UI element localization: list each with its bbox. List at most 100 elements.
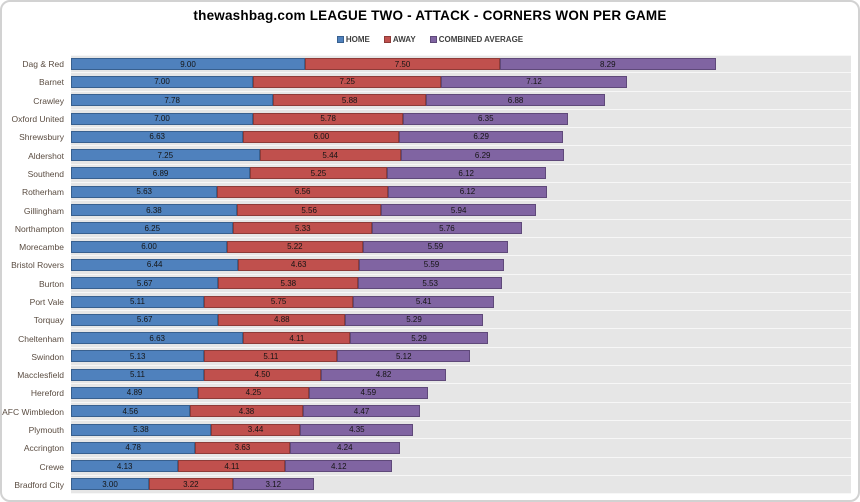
value-label: 6.88 [507,95,524,105]
bar-row: Hereford 4.89 4.25 4.59 [2,384,851,403]
value-label: 5.59 [423,260,440,270]
bar-row: Southend 6.89 5.25 6.12 [2,164,851,184]
bar-segment-away: 4.25 [198,386,309,399]
bar-segment-home: 4.78 [71,441,196,454]
bar-track: 4.56 4.38 4.47 [71,402,851,421]
value-label: 4.47 [353,406,370,416]
value-label: 5.67 [136,278,153,288]
bar-segment-home: 6.63 [71,332,244,345]
value-label: 6.63 [149,132,165,142]
bar-segment-away: 4.38 [189,405,304,418]
bar-stack: 7.00 5.78 6.35 [71,112,851,125]
bar-track: 7.00 5.78 6.35 [71,109,851,129]
value-label: 4.12 [331,461,347,471]
bar-track: 7.78 5.88 6.88 [71,91,851,110]
bar-row: Rotherham 5.63 6.56 6.12 [2,183,851,202]
bar-track: 5.11 4.50 4.82 [71,366,851,385]
bar-stack: 7.78 5.88 6.88 [71,94,851,107]
value-label: 6.35 [478,114,494,124]
bar-track: 5.11 5.75 5.41 [71,292,851,312]
value-label: 4.50 [254,370,271,380]
bar-segment-combined: 4.59 [308,386,428,399]
bar-segment-home: 6.44 [71,258,239,271]
legend-label-combined: COMBINED AVERAGE [438,35,524,44]
bar-stack: 6.63 6.00 6.29 [71,130,851,143]
value-label: 3.22 [183,479,199,489]
bar-segment-home: 7.25 [71,149,260,162]
value-label: 6.44 [146,260,163,270]
bar-track: 6.38 5.56 5.94 [71,201,851,220]
bar-segment-combined: 6.12 [387,185,548,198]
legend-label-home: HOME [345,35,370,44]
bar-track: 6.89 5.25 6.12 [71,164,851,184]
bar-segment-combined: 4.12 [285,460,393,473]
bar-stack: 6.44 4.63 5.59 [71,258,851,271]
value-label: 3.63 [234,443,251,453]
bar-stack: 5.13 5.11 5.12 [71,350,851,363]
bar-stack: 5.38 3.44 4.35 [71,423,851,436]
plot-area: Dag & Red 9.00 7.50 8.29 Barnet 7.00 7.25 7.12 C… [2,55,851,495]
value-label: 4.11 [224,461,240,471]
bar-segment-home: 3.00 [71,478,149,491]
category-label: Northampton [14,223,64,234]
value-label: 5.78 [320,114,336,124]
bar-stack: 6.38 5.56 5.94 [71,204,851,217]
value-label: 4.13 [116,461,133,471]
category-label: Aldershot [28,150,64,161]
bar-segment-combined: 5.41 [353,295,495,308]
bar-segment-combined: 5.59 [358,258,505,271]
bar-segment-combined: 3.12 [232,478,314,491]
bar-segment-home: 5.67 [71,313,219,326]
bar-row: Burton 5.67 5.38 5.53 [2,274,851,293]
bar-stack: 3.00 3.22 3.12 [71,478,851,491]
bar-segment-home: 7.00 [71,112,253,125]
bar-segment-combined: 4.35 [300,423,414,436]
legend-item-away: AWAY [383,35,416,44]
value-label: 5.41 [415,297,432,306]
bar-row: Crewe 4.13 4.11 4.12 [2,457,851,476]
bar-segment-away: 7.25 [252,75,442,88]
legend-swatch-home-icon [336,36,344,43]
bar-segment-away: 4.11 [243,332,351,345]
bar-segment-home: 6.89 [71,167,251,180]
value-label: 4.24 [336,443,353,453]
bar-segment-away: 3.63 [195,441,290,454]
category-label: Bristol Rovers [11,260,64,271]
category-label: Burton [38,278,64,289]
value-label: 5.56 [301,205,317,215]
category-label: Crewe [39,461,64,472]
bar-stack: 6.25 5.33 5.76 [71,222,851,235]
value-label: 5.76 [439,223,455,233]
bar-segment-combined: 5.59 [362,240,509,253]
bar-track: 6.44 4.63 5.59 [71,256,851,275]
bar-track: 6.25 5.33 5.76 [71,219,851,238]
bar-track: 5.67 5.38 5.53 [71,274,851,293]
bar-segment-away: 3.44 [210,423,301,436]
value-label: 7.25 [157,150,174,160]
value-label: 4.11 [289,333,305,343]
bar-segment-combined: 6.29 [400,149,565,162]
bar-stack: 6.00 5.22 5.59 [71,240,851,253]
value-label: 9.00 [180,59,196,69]
category-label: Crawley [33,95,64,106]
bar-segment-home: 6.00 [71,240,227,253]
bar-track: 7.25 5.44 6.29 [71,146,851,165]
value-label: 6.00 [141,242,157,252]
value-label: 8.29 [599,59,616,69]
bar-track: 4.78 3.63 4.24 [71,439,851,458]
legend: HOME AWAY COMBINED AVERAGE [2,35,858,44]
bar-stack: 5.63 6.56 6.12 [71,185,851,198]
bar-row: Swindon 5.13 5.11 5.12 [2,347,851,367]
value-label: 7.12 [526,77,542,87]
value-label: 4.35 [349,425,365,435]
bar-row: Dag & Red 9.00 7.50 8.29 [2,55,851,74]
value-label: 4.88 [274,315,290,325]
category-label: Gillingham [23,205,64,216]
value-label: 6.00 [313,132,330,142]
category-label: Southend [27,168,64,179]
legend-swatch-away-icon [383,36,391,43]
category-label: Oxford United [11,114,64,125]
bar-segment-away: 7.50 [305,58,500,71]
bar-stack: 7.00 7.25 7.12 [71,75,851,88]
category-label: AFC Wimbledon [2,406,64,417]
